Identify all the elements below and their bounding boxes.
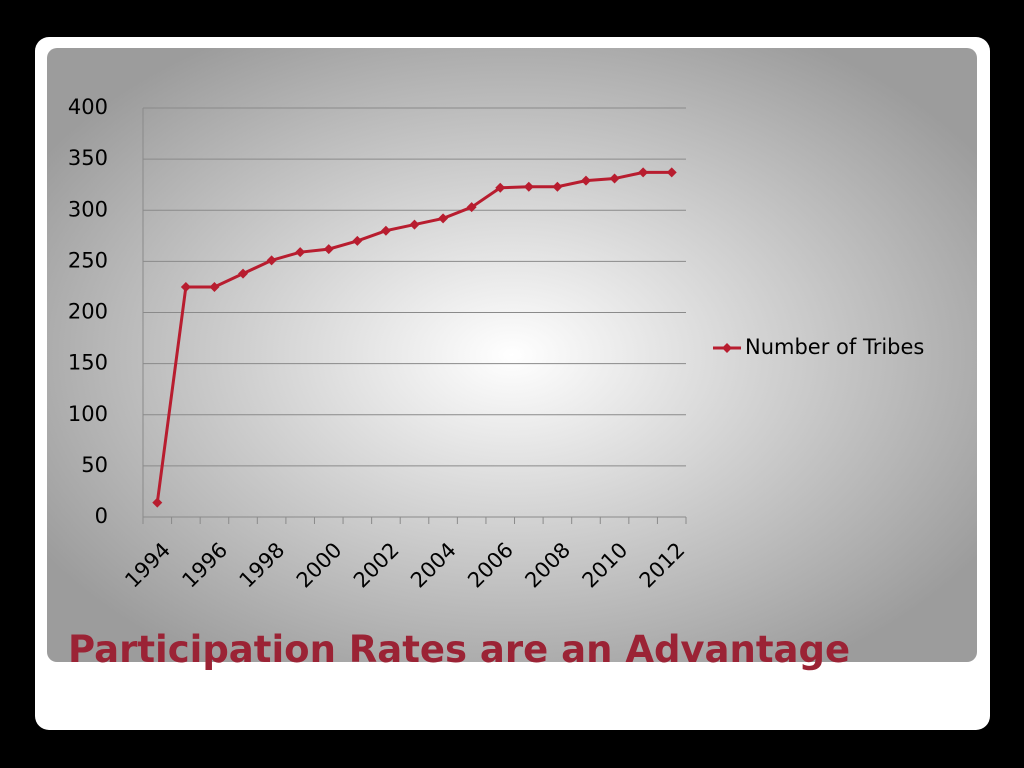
marker [295, 247, 306, 258]
y-tick-label: 350 [68, 146, 108, 170]
y-tick-label: 200 [68, 300, 108, 324]
legend-label: Number of Tribes [745, 335, 924, 359]
y-tick-label: 0 [95, 504, 108, 528]
slide-title: Participation Rates are an Advantage [68, 628, 850, 671]
marker [666, 167, 677, 178]
marker [180, 281, 191, 292]
marker [209, 281, 220, 292]
marker [523, 181, 534, 192]
marker [580, 175, 591, 186]
y-tick-label: 50 [81, 453, 108, 477]
chart-panel [47, 48, 977, 662]
marker [438, 213, 449, 224]
y-tick-label: 300 [68, 197, 108, 221]
marker [495, 182, 506, 193]
marker [552, 181, 563, 192]
y-tick-label: 400 [68, 95, 108, 119]
y-tick-label: 150 [68, 351, 108, 375]
y-tick-label: 250 [68, 248, 108, 272]
marker [266, 255, 277, 266]
legend-marker [722, 343, 732, 353]
marker [352, 235, 363, 246]
marker [609, 173, 620, 184]
marker [152, 497, 163, 508]
marker [466, 202, 477, 213]
marker [638, 167, 649, 178]
y-tick-label: 100 [68, 402, 108, 426]
marker [323, 244, 334, 255]
marker [380, 225, 391, 236]
marker [409, 219, 420, 230]
marker [238, 268, 249, 279]
